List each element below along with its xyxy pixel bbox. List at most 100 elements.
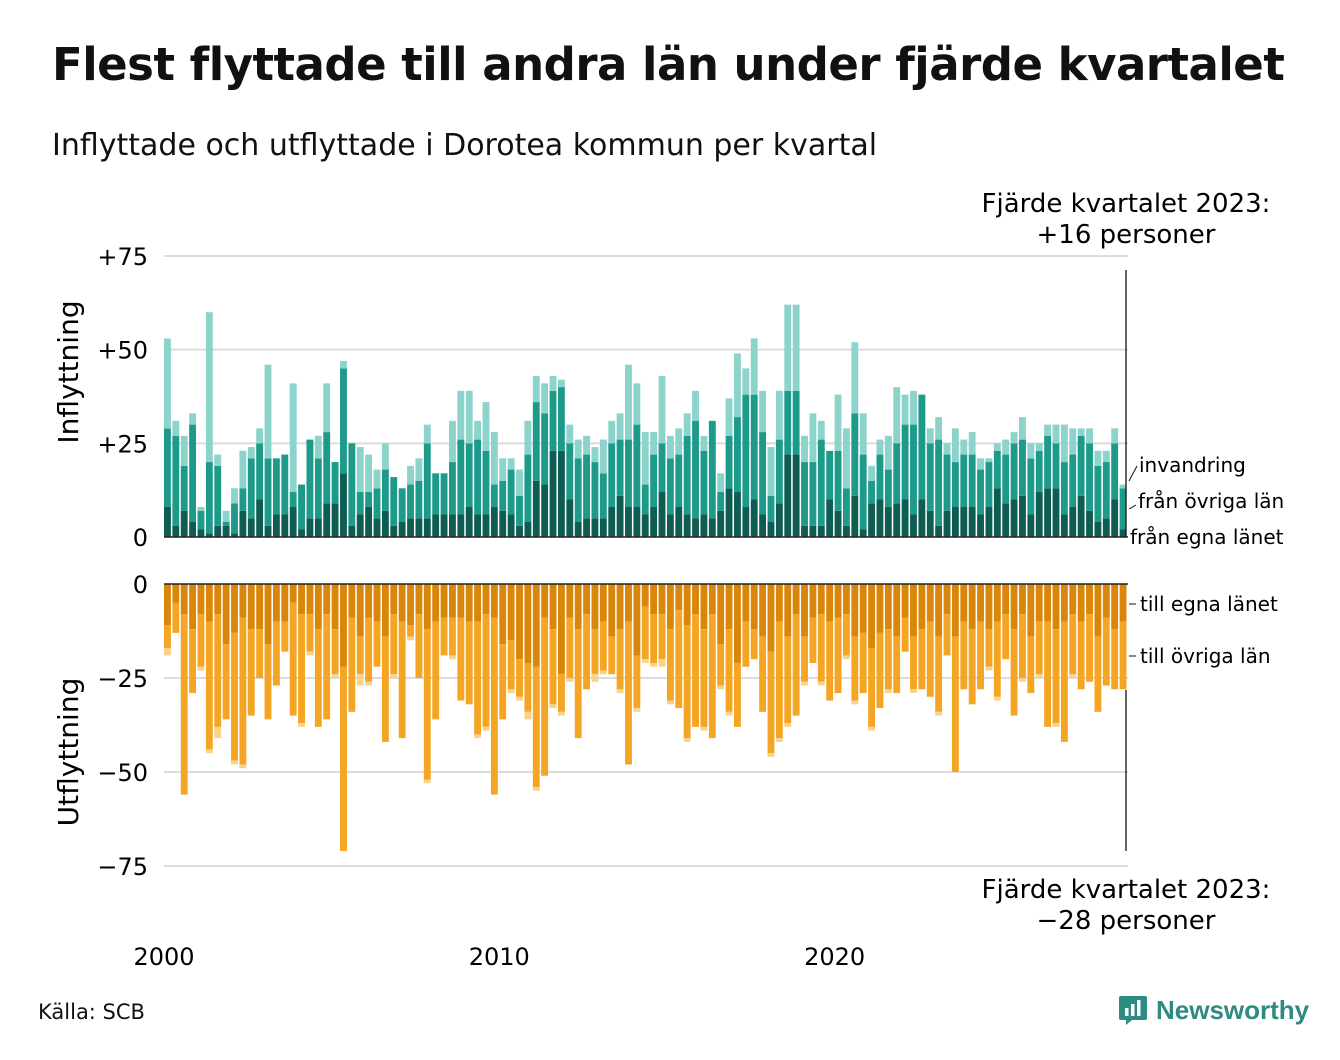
bar-inflow-segment	[381, 443, 389, 470]
bar-inflow-segment	[633, 507, 641, 537]
bar-outflow-segment	[951, 584, 959, 637]
bar-inflow-segment	[407, 465, 414, 485]
bar-inflow-segment	[574, 439, 582, 459]
bar-outflow-segment	[700, 726, 708, 731]
bar-outflow-segment	[214, 614, 222, 727]
bar-inflow-segment	[842, 488, 850, 526]
bar-outflow-segment	[566, 678, 574, 682]
bar-outflow-segment	[231, 584, 238, 633]
bar-inflow-segment	[583, 518, 590, 537]
bar-outflow-segment	[650, 662, 658, 667]
bar-outflow-segment	[272, 621, 280, 686]
bar-outflow-segment	[1044, 584, 1052, 622]
chart-subtitle: Inflyttade och utflyttade i Dorotea komm…	[52, 128, 878, 163]
bar-inflow-segment	[490, 507, 498, 537]
bar-inflow-segment	[1111, 443, 1119, 500]
bar-inflow-segment	[256, 443, 264, 500]
bar-inflow-segment	[1010, 499, 1018, 537]
bar-inflow-segment	[239, 450, 247, 489]
bar-outflow-segment	[700, 584, 708, 630]
bar-inflow-segment	[1044, 488, 1052, 537]
bar-inflow-segment	[256, 499, 264, 537]
bar-outflow-segment	[792, 584, 800, 615]
bar-inflow-segment	[499, 458, 507, 481]
bar-inflow-segment	[876, 439, 884, 455]
bar-outflow-segment	[650, 614, 658, 663]
bar-inflow-segment	[482, 450, 490, 515]
bar-inflow-segment	[1060, 462, 1068, 515]
bar-inflow-segment	[910, 424, 917, 515]
bar-outflow-segment	[708, 614, 716, 739]
bar-inflow-segment	[507, 514, 515, 537]
bar-inflow-segment	[205, 533, 213, 537]
bar-inflow-segment	[432, 514, 440, 537]
bar-outflow-segment	[608, 636, 616, 675]
legend-fran-ovriga-lan: från övriga län	[1138, 489, 1284, 513]
bar-outflow-segment	[398, 584, 406, 622]
bar-outflow-segment	[859, 632, 867, 694]
bar-inflow-segment	[231, 533, 238, 537]
bar-inflow-segment	[1060, 424, 1068, 463]
bar-inflow-segment	[842, 525, 850, 537]
bar-outflow-segment	[750, 629, 758, 660]
bar-outflow-segment	[465, 621, 473, 705]
bar-inflow-segment	[717, 473, 725, 493]
bar-outflow-segment	[759, 584, 767, 637]
bar-outflow-segment	[231, 632, 238, 761]
bar-outflow-segment	[717, 584, 725, 645]
bar-inflow-segment	[189, 522, 197, 537]
bar-inflow-segment	[893, 503, 901, 537]
bar-inflow-segment	[440, 514, 448, 537]
legend-fran-egna-lanet: från egna länet	[1130, 525, 1284, 549]
bar-outflow-segment	[993, 584, 1001, 622]
bar-inflow-segment	[759, 390, 767, 433]
bar-inflow-segment	[977, 514, 984, 537]
bar-outflow-segment	[499, 584, 507, 645]
bar-outflow-segment	[306, 614, 314, 652]
bar-outflow-segment	[323, 614, 331, 720]
bar-inflow-segment	[1027, 514, 1035, 537]
bar-inflow-segment	[801, 435, 808, 463]
bar-outflow-segment	[507, 689, 515, 694]
bar-inflow-segment	[750, 338, 758, 395]
bar-inflow-segment	[549, 375, 557, 391]
bar-outflow-segment	[557, 674, 565, 712]
bar-outflow-segment	[1086, 584, 1093, 615]
bar-inflow-segment	[340, 473, 347, 537]
bar-inflow-segment	[465, 507, 473, 537]
bar-inflow-segment	[189, 424, 197, 523]
bar-inflow-segment	[524, 420, 532, 455]
bar-inflow-segment	[1052, 424, 1060, 444]
bar-inflow-segment	[256, 428, 264, 444]
bar-outflow-segment	[968, 629, 976, 705]
bar-inflow-segment	[323, 503, 331, 537]
bar-outflow-segment	[926, 584, 934, 622]
bar-inflow-segment	[599, 439, 607, 474]
bar-outflow-segment	[356, 674, 364, 686]
bar-inflow-segment	[1069, 428, 1077, 455]
bar-outflow-segment	[549, 704, 557, 709]
bar-inflow-segment	[734, 417, 741, 493]
bar-inflow-segment	[683, 514, 691, 537]
bar-outflow-segment	[817, 584, 825, 615]
bar-outflow-segment	[784, 636, 792, 724]
bar-outflow-segment	[1027, 584, 1035, 637]
bar-inflow-segment	[960, 454, 968, 508]
bar-outflow-segment	[658, 659, 666, 667]
bar-outflow-segment	[1010, 629, 1018, 716]
bar-outflow-segment	[222, 584, 230, 645]
bar-outflow-segment	[281, 584, 289, 622]
bar-inflow-segment	[1035, 443, 1043, 451]
bar-inflow-segment	[801, 525, 808, 537]
bar-inflow-segment	[608, 507, 616, 537]
bar-inflow-segment	[1010, 432, 1018, 444]
bar-inflow-segment	[1019, 417, 1026, 440]
bar-outflow-segment	[591, 584, 599, 630]
bar-inflow-segment	[1111, 428, 1119, 444]
bar-outflow-segment	[490, 617, 498, 795]
bar-outflow-segment	[541, 617, 549, 776]
bar-inflow-segment	[666, 514, 674, 537]
bar-inflow-segment	[323, 432, 331, 504]
bar-outflow-segment	[1077, 584, 1085, 622]
